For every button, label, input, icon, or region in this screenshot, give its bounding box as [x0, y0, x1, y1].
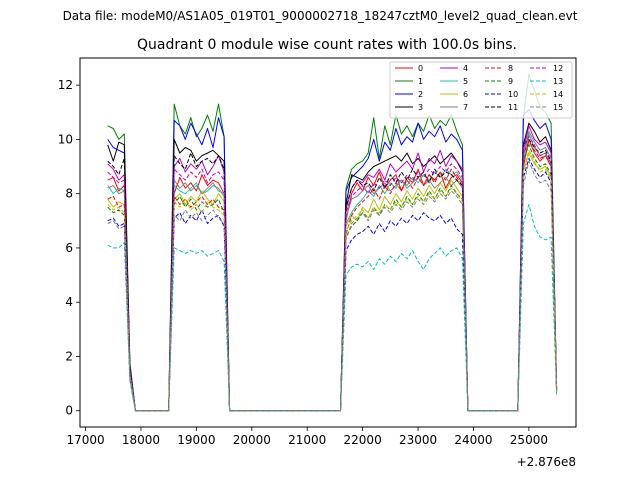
- x-tick-label: 17000: [66, 433, 104, 447]
- y-tick-label: 0: [65, 404, 73, 418]
- legend-label-7: 7: [463, 103, 468, 112]
- y-tick-label: 10: [58, 132, 73, 146]
- y-tick-label: 4: [65, 295, 73, 309]
- legend-label-12: 12: [553, 64, 563, 73]
- legend-label-0: 0: [418, 64, 423, 73]
- x-axis-offset-label: +2.876e8: [517, 455, 576, 469]
- x-axis: 17000 18000 19000 20000 21000 22000 23000 24000…: [66, 427, 548, 447]
- y-axis: 0 2 4 6 8 10 12: [58, 78, 80, 418]
- legend-label-10: 10: [508, 90, 518, 99]
- legend-label-14: 14: [553, 90, 563, 99]
- x-tick-label: 21000: [288, 433, 326, 447]
- legend-label-8: 8: [508, 64, 513, 73]
- legend-label-4: 4: [463, 64, 468, 73]
- x-tick-label: 24000: [454, 433, 492, 447]
- legend-label-3: 3: [418, 103, 423, 112]
- series-line-15: [107, 160, 558, 412]
- legend-box: [389, 61, 573, 119]
- y-tick-label: 8: [65, 187, 73, 201]
- legend-label-13: 13: [553, 77, 563, 86]
- legend-label-11: 11: [508, 103, 518, 112]
- y-tick-label: 6: [65, 241, 73, 255]
- x-tick-label: 22000: [344, 433, 382, 447]
- x-tick-label: 18000: [122, 433, 160, 447]
- chart-title: Quadrant 0 module wise count rates with …: [137, 37, 517, 53]
- x-tick-label: 19000: [177, 433, 215, 447]
- legend-label-5: 5: [463, 77, 468, 86]
- x-tick-label: 25000: [510, 433, 548, 447]
- x-tick-label: 20000: [233, 433, 271, 447]
- plot-frame: [79, 57, 577, 428]
- x-tick-label: 23000: [399, 433, 437, 447]
- legend-label-9: 9: [508, 77, 513, 86]
- figure-suptitle: Data file: modeM0/AS1A05_019T01_90000027…: [63, 9, 578, 23]
- y-tick-label: 12: [58, 78, 73, 92]
- legend-label-15: 15: [553, 103, 563, 112]
- legend-label-1: 1: [418, 77, 423, 86]
- legend-label-6: 6: [463, 90, 468, 99]
- series-layer: [107, 73, 558, 412]
- legend-label-2: 2: [418, 90, 423, 99]
- y-tick-label: 2: [65, 349, 73, 363]
